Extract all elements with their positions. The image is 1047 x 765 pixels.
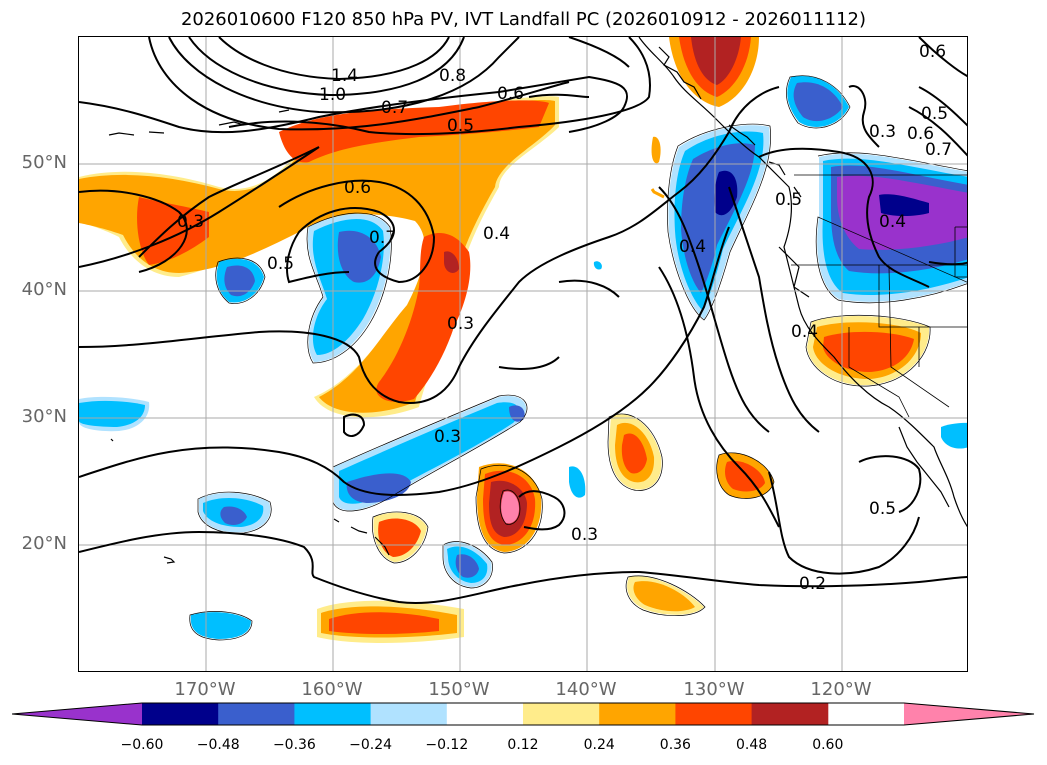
lat-label-30n: 30°N [21, 406, 67, 427]
colorbar-segment [751, 703, 829, 725]
colorbar-tick-label: −0.24 [349, 737, 393, 753]
contour-label: 0.8 [439, 66, 466, 86]
colorbar-tick-label: 0.36 [659, 737, 691, 753]
lon-label-150w: 150°W [428, 679, 490, 700]
map-panel: 1.4 1.0 0.8 0.7 0.6 0.5 0.3 0.6 0.7 0.5 … [78, 36, 968, 672]
colorbar-segment [446, 703, 524, 725]
colorbar-left-arrow [12, 703, 142, 725]
lat-label-40n: 40°N [21, 279, 67, 300]
contour-label: 0.2 [799, 574, 826, 594]
gridlines [79, 37, 967, 671]
colorbar-segment [142, 703, 219, 725]
colorbar-tick-label: 0.48 [736, 737, 768, 753]
lat-label-20n: 20°N [21, 533, 67, 554]
contour-label: 0.6 [497, 84, 524, 104]
colorbar-tick-label: −0.48 [196, 737, 240, 753]
contour-label: 0.3 [434, 427, 461, 447]
lon-label-120w: 120°W [810, 679, 872, 700]
contour-label: 0.3 [177, 212, 204, 232]
shading-outlines [189, 75, 967, 641]
lon-label-130w: 130°W [683, 679, 745, 700]
contour-label: 0.6 [344, 178, 371, 198]
ivt-contours [79, 37, 967, 604]
contour-label: 0.7 [381, 98, 408, 118]
contour-label: 0.7 [369, 228, 396, 248]
coastlines [108, 37, 967, 564]
contour-label: 0.6 [919, 42, 946, 62]
colorbar-segment [523, 703, 600, 725]
lon-label-140w: 140°W [555, 679, 617, 700]
contour-labels: 1.4 1.0 0.8 0.7 0.6 0.5 0.3 0.6 0.7 0.5 … [177, 42, 952, 594]
contour-label: 0.5 [775, 190, 802, 210]
contour-label: 1.0 [319, 85, 346, 105]
colorbar-segment [218, 703, 295, 725]
state-borders [791, 174, 967, 418]
pv-positive-shading [79, 37, 930, 643]
contour-label: 0.3 [869, 122, 896, 142]
contour-label: 0.3 [447, 314, 474, 334]
contour-label: 0.5 [921, 104, 948, 124]
lon-label-160w: 160°W [301, 679, 363, 700]
contour-label: 0.7 [925, 140, 952, 160]
lon-label-170w: 170°W [174, 679, 236, 700]
contour-label: 0.5 [869, 499, 896, 519]
colorbar-segment [675, 703, 753, 725]
contour-label: 0.4 [791, 322, 818, 342]
contour-label: 0.3 [571, 525, 598, 545]
contour-label: 0.4 [483, 224, 510, 244]
colorbar-segment [370, 703, 448, 725]
colorbar-segment [294, 703, 372, 725]
contour-label: 0.4 [879, 212, 906, 232]
map-svg: 1.4 1.0 0.8 0.7 0.6 0.5 0.3 0.6 0.7 0.5 … [79, 37, 967, 671]
contour-label: 0.5 [267, 254, 294, 274]
lat-label-50n: 50°N [21, 152, 67, 173]
colorbar-tick-label: 0.60 [812, 737, 844, 753]
colorbar-tick-label: −0.12 [425, 737, 469, 753]
contour-label: 1.4 [331, 66, 358, 86]
contour-label: 0.5 [447, 116, 474, 136]
colorbar-tick-label: −0.60 [120, 737, 164, 753]
colorbar-right-arrow [904, 703, 1034, 725]
colorbar-tick-label: 0.24 [583, 737, 615, 753]
colorbar [12, 702, 1035, 726]
map-title: 2026010600 F120 850 hPa PV, IVT Landfall… [180, 9, 867, 30]
colorbar-segments [142, 703, 829, 725]
colorbar-tick-label: 0.12 [507, 737, 539, 753]
colorbar-tick-label: −0.36 [272, 737, 316, 753]
contour-label: 0.4 [679, 237, 706, 257]
colorbar-segment [599, 703, 676, 725]
contour-label: 0.6 [907, 124, 934, 144]
